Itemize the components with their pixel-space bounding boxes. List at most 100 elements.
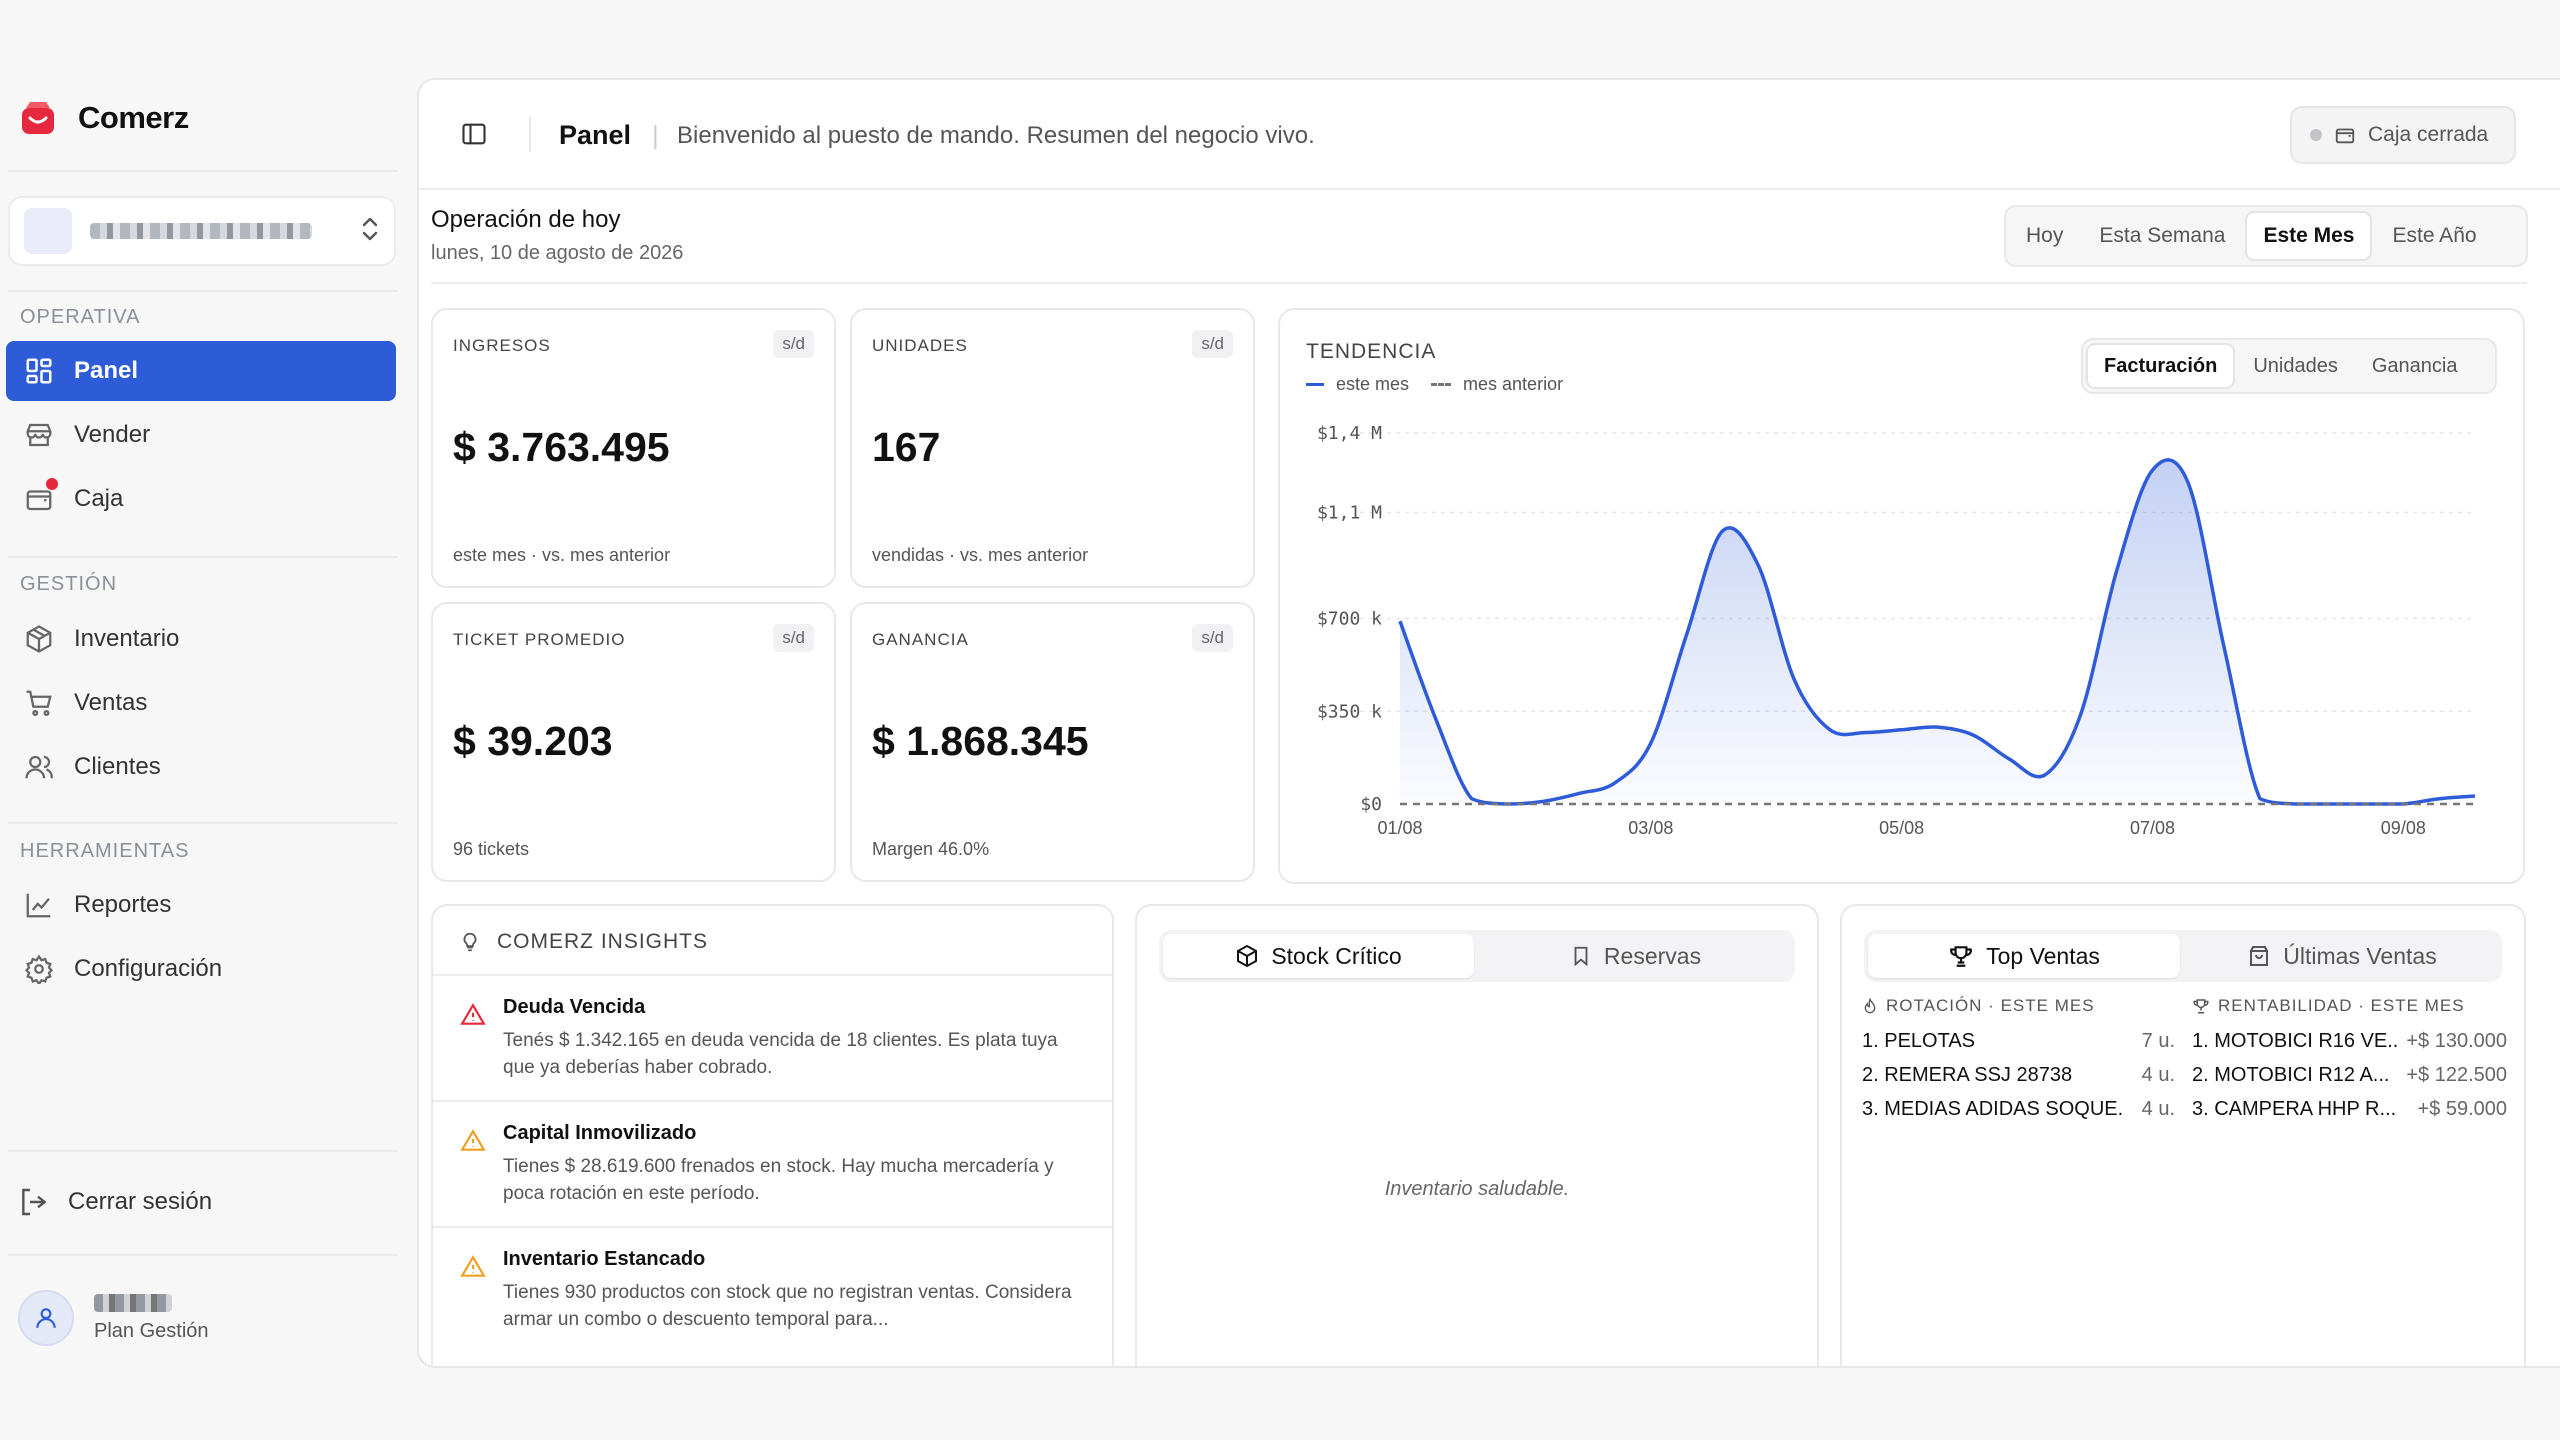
kpi-value: 167: [872, 424, 941, 470]
box-icon: [1237, 944, 1258, 968]
tab-este-ano[interactable]: Este Año: [2392, 224, 2477, 247]
legend-swatch: [1306, 383, 1324, 386]
sidebar-item-ventas[interactable]: Ventas: [6, 673, 396, 733]
kpi-footnote: Margen 46.0%: [872, 839, 990, 859]
user-plan: Plan Gestión: [94, 1319, 209, 1342]
kpi-label: GANANCIA: [872, 630, 969, 649]
legend-item-previous: mes anterior: [1431, 374, 1563, 395]
tab-esta-semana[interactable]: Esta Semana: [2099, 224, 2226, 247]
x-tick-label: 03/08: [1628, 818, 1673, 838]
lightbulb-icon: [463, 932, 477, 952]
logout-button[interactable]: Cerrar sesión: [18, 1186, 212, 1218]
sidebar-item-clientes[interactable]: Clientes: [6, 737, 396, 797]
kpi-card-ingresos: INGRESOS s/d $ 3.763.495 este mes · vs. …: [431, 308, 836, 588]
tab-top-ventas[interactable]: Top Ventas: [1868, 934, 2180, 978]
stock-tabs: Stock Crítico Reservas: [1159, 930, 1795, 982]
tab-ultimas-ventas[interactable]: Últimas Ventas: [2186, 934, 2498, 978]
kpi-footnote: 96 tickets: [453, 839, 530, 859]
insights-header: COMERZ INSIGHTS: [459, 930, 708, 954]
kpi-value: $ 3.763.495: [453, 424, 670, 470]
sidebar-toggle-icon[interactable]: [459, 120, 489, 148]
list-item[interactable]: 1. PELOTAS 7 u.: [1862, 1030, 2175, 1053]
insight-item[interactable]: Deuda Vencida Tenés $ 1.342.165 en deuda…: [433, 974, 1112, 1100]
divider: [431, 282, 2527, 284]
product-name: 1. PELOTAS: [1862, 1030, 1976, 1052]
sidebar-item-caja[interactable]: Caja: [6, 469, 396, 529]
divider: [8, 1254, 398, 1256]
legend-swatch: [1431, 383, 1452, 386]
logout-label: Cerrar sesión: [68, 1188, 213, 1215]
main-content: Panel | Bienvenido al puesto de mando. R…: [417, 78, 2560, 1368]
insight-item[interactable]: Inventario Estancado Tienes 930 producto…: [433, 1226, 1112, 1366]
profit-value: +$ 130.000: [2406, 1030, 2507, 1052]
user-name-redacted: [94, 1293, 172, 1312]
section-title-operativa: OPERATIVA: [20, 306, 141, 328]
x-tick-label: 07/08: [2130, 818, 2175, 838]
units-value: 4 u.: [2141, 1064, 2175, 1086]
tab-stock-critico[interactable]: Stock Crítico: [1163, 934, 1474, 978]
tab-hoy[interactable]: Hoy: [2026, 224, 2064, 247]
insights-title: COMERZ INSIGHTS: [497, 930, 709, 953]
profit-header: RENTABILIDAD · ESTE MES: [2192, 996, 2465, 1016]
tab-este-mes[interactable]: Este Mes: [2245, 211, 2373, 261]
tab-label: Reservas: [1603, 942, 1702, 969]
wallet-icon: [2335, 128, 2355, 144]
tab-unidades[interactable]: Unidades: [2253, 354, 2338, 377]
divider: [8, 556, 398, 558]
chart-icon: [24, 890, 54, 920]
sidebar: Comerz OPERATIVA Panel Vender Caja GESTI…: [0, 0, 410, 1440]
tab-reservas[interactable]: Reservas: [1480, 934, 1791, 978]
x-tick-label: 05/08: [1879, 818, 1924, 838]
tab-facturacion[interactable]: Facturación: [2086, 343, 2236, 389]
y-tick-label: $0: [1360, 794, 1382, 815]
kpi-footnote: vendidas · vs. mes anterior: [872, 545, 1089, 565]
insight-item[interactable]: Capital Inmovilizado Tienes $ 28.619.600…: [433, 1100, 1112, 1226]
sidebar-item-inventario[interactable]: Inventario: [6, 609, 396, 669]
kpi-badge: s/d: [773, 330, 814, 358]
divider: [8, 822, 398, 824]
list-item[interactable]: 2. MOTOBICI R12 A... +$ 122.500: [2192, 1064, 2507, 1087]
user-profile[interactable]: Plan Gestión: [18, 1290, 209, 1346]
kpi-footnote: este mes · vs. mes anterior: [453, 545, 671, 565]
notification-dot: [46, 478, 58, 490]
product-name: 3. CAMPERA HHP R...: [2192, 1098, 2397, 1120]
chart-title: TENDENCIA: [1306, 340, 1437, 363]
tab-label: Stock Crítico: [1271, 942, 1402, 969]
store-switcher[interactable]: [8, 196, 396, 266]
series-area-current: [1400, 459, 2475, 804]
sidebar-item-label: Vender: [74, 421, 151, 448]
brand[interactable]: Comerz: [18, 98, 189, 138]
sales-panel: Top Ventas Últimas Ventas ROTACIÓN · EST…: [1840, 904, 2526, 1366]
units-value: 7 u.: [2141, 1030, 2175, 1052]
status-dot: [2310, 129, 2322, 141]
shopping-bag-icon: [2250, 946, 2269, 966]
product-name: 1. MOTOBICI R16 VE...: [2192, 1030, 2397, 1052]
trend-chart-card: $0 $350 k $700 k $1,1 M $1,4 M 01/08 03/08 05/0…: [1278, 308, 2525, 884]
kpi-card-ticket-promedio: TICKET PROMEDIO s/d $ 39.203 96 tickets: [431, 602, 836, 882]
kpi-value: $ 39.203: [453, 718, 613, 764]
brand-name: Comerz: [78, 100, 189, 135]
shop-logo-icon: [22, 102, 54, 134]
list-item[interactable]: 3. MEDIAS ADIDAS SOQUE... 4 u.: [1862, 1098, 2175, 1121]
kpi-badge: s/d: [773, 624, 814, 652]
y-tick-label: $700 k: [1317, 609, 1382, 630]
store-icon: [24, 420, 54, 450]
series-line-current: [1398, 458, 2476, 806]
sidebar-item-vender[interactable]: Vender: [6, 405, 396, 465]
kpi-label: UNIDADES: [872, 336, 968, 355]
cart-icon: [24, 688, 54, 718]
caja-status-button[interactable]: Caja cerrada: [2290, 106, 2516, 164]
list-item[interactable]: 3. CAMPERA HHP R... +$ 59.000: [2192, 1098, 2507, 1121]
kpi-label: INGRESOS: [453, 336, 551, 355]
tab-label: Últimas Ventas: [2283, 942, 2437, 969]
tab-ganancia[interactable]: Ganancia: [2371, 354, 2458, 377]
profit-value: +$ 122.500: [2406, 1064, 2507, 1086]
legend-item-current: este mes: [1306, 374, 1409, 395]
sidebar-item-label: Ventas: [74, 689, 148, 716]
sidebar-item-reportes[interactable]: Reportes: [6, 875, 396, 935]
sidebar-item-panel[interactable]: Panel: [6, 341, 396, 401]
sidebar-item-configuracion[interactable]: Configuración: [6, 939, 396, 999]
list-item[interactable]: 1. MOTOBICI R16 VE... +$ 130.000: [2192, 1030, 2507, 1053]
product-name: 2. MOTOBICI R12 A...: [2192, 1064, 2390, 1086]
list-item[interactable]: 2. REMERA SSJ 28738 4 u.: [1862, 1064, 2175, 1087]
